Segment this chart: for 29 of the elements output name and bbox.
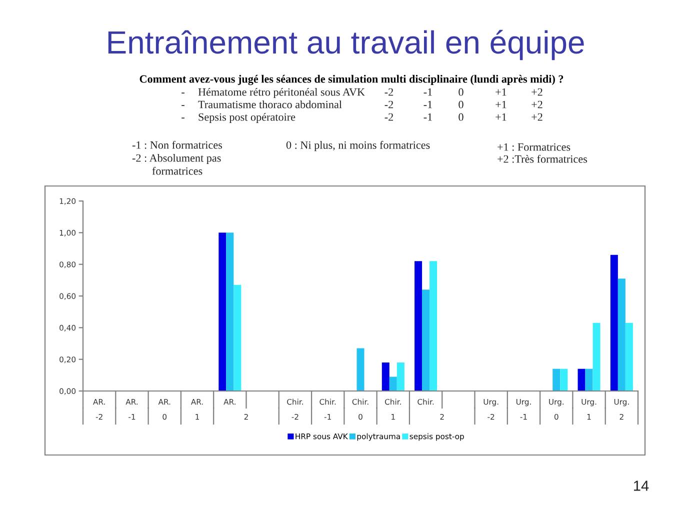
text: 0 : Ni plus, ni moins formatrices [286,140,430,152]
text: -1 : Non formatrices [132,140,222,149]
bar [218,232,226,391]
bar [389,376,397,391]
text: - Traumatisme thoraco abdominal -2 -1 0 +1 +2 [182,100,542,108]
text: +2 :Très formatrices [498,154,588,163]
text: 14 [634,480,649,491]
bar [382,362,390,391]
bar [430,261,438,391]
bar [356,348,364,391]
bar [618,278,626,391]
bar [578,368,586,391]
bar [414,261,422,391]
bar [226,232,234,391]
bar [625,322,633,391]
bar [552,368,560,391]
bar [610,254,618,391]
bar [592,322,600,391]
text: +1 : Formatrices [498,143,570,151]
bar [422,290,430,391]
chart-subtitle: Comment avez-vous jugé les séances de simulation multi disciplinaire (lundi après midi) ? [140,74,564,86]
chart-title: Entraînement au travail en équipe [108,30,584,60]
bar [585,368,593,391]
bar [396,362,404,391]
text: -2 : Absolument pas formatrices [132,154,221,175]
text: - Hématome rétro péritonéal sous AVK -2 -1 0 +1 +2 [182,88,542,98]
text: - Sepsis post opératoire -2 -1 0 +1 +2 [182,112,542,124]
bar [560,368,568,391]
bar [234,284,242,391]
